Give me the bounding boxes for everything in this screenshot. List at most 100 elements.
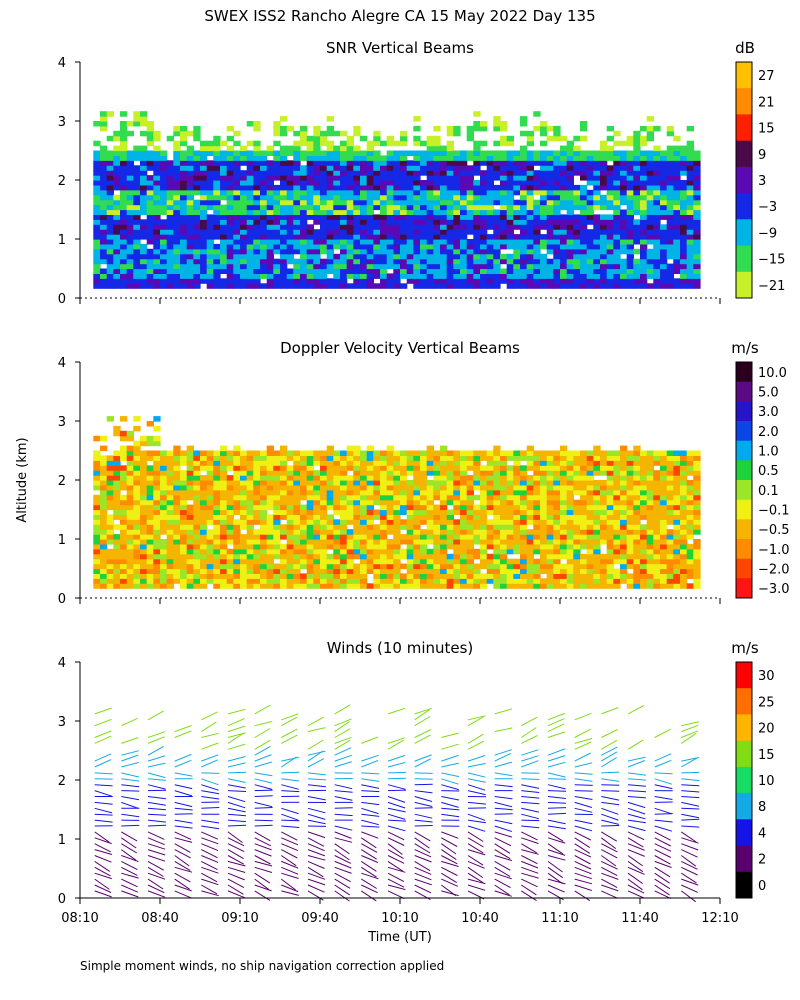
heat-cell bbox=[320, 465, 328, 471]
heat-cell bbox=[460, 480, 468, 486]
heat-cell bbox=[380, 214, 388, 220]
heat-cell bbox=[140, 145, 148, 152]
heat-cell bbox=[166, 489, 174, 496]
heat-cell bbox=[546, 150, 554, 156]
heat-cell bbox=[300, 150, 308, 156]
heat-cell bbox=[686, 180, 694, 186]
heat-cell bbox=[580, 170, 588, 176]
heat-cell bbox=[240, 475, 248, 481]
heat-cell bbox=[126, 514, 134, 520]
heat-cell bbox=[166, 239, 174, 245]
heat-cell bbox=[133, 460, 141, 466]
heat-cell bbox=[213, 268, 221, 274]
heat-cell bbox=[366, 145, 374, 152]
heat-cell bbox=[553, 155, 561, 161]
heat-cell bbox=[473, 273, 481, 279]
heat-cell bbox=[380, 229, 388, 235]
heat-cell bbox=[173, 539, 181, 545]
heat-cell bbox=[260, 150, 268, 156]
heat-cell bbox=[493, 539, 501, 545]
heat-cell bbox=[566, 140, 574, 147]
heat-cell bbox=[600, 283, 608, 289]
heat-cell bbox=[133, 194, 141, 201]
heat-cell bbox=[613, 170, 621, 176]
heat-cell bbox=[533, 568, 541, 574]
heat-cell bbox=[120, 534, 128, 540]
heat-cell bbox=[260, 155, 268, 161]
heat-cell bbox=[466, 524, 474, 530]
heat-cell bbox=[520, 248, 528, 255]
heat-cell bbox=[280, 209, 288, 215]
heat-cell bbox=[386, 214, 394, 220]
heat-cell bbox=[300, 253, 308, 260]
heat-cell bbox=[166, 273, 174, 279]
heat-cell bbox=[100, 553, 108, 560]
heat-cell bbox=[100, 480, 108, 486]
heat-cell bbox=[286, 539, 294, 545]
heat-cell bbox=[600, 460, 608, 466]
heat-cell bbox=[306, 199, 314, 206]
heat-cell bbox=[433, 455, 441, 461]
heat-cell bbox=[213, 189, 221, 196]
heat-cell bbox=[626, 180, 634, 186]
heat-cell bbox=[493, 253, 501, 260]
heat-cell bbox=[433, 184, 441, 191]
heat-cell bbox=[666, 278, 674, 284]
heat-cell bbox=[120, 539, 128, 545]
heat-cell bbox=[240, 243, 248, 250]
heat-cell bbox=[600, 214, 608, 220]
heat-cell bbox=[460, 543, 468, 550]
heat-cell bbox=[380, 180, 388, 186]
heat-cell bbox=[420, 224, 428, 230]
heat-cell bbox=[513, 539, 521, 545]
heat-cell bbox=[493, 234, 501, 240]
heat-cell bbox=[366, 278, 374, 284]
heat-cell bbox=[226, 489, 234, 496]
heat-cell bbox=[493, 125, 501, 132]
heat-cell bbox=[313, 578, 321, 584]
heat-cell bbox=[140, 219, 148, 225]
heat-cell bbox=[260, 263, 268, 270]
heat-cell bbox=[366, 484, 374, 491]
heat-cell bbox=[220, 539, 228, 545]
heat-cell bbox=[440, 519, 448, 525]
heat-cell bbox=[206, 263, 214, 270]
heat-cell bbox=[626, 553, 634, 560]
heat-cell bbox=[626, 204, 634, 211]
heat-cell bbox=[640, 465, 648, 471]
heat-cell bbox=[193, 484, 201, 491]
heat-cell bbox=[613, 583, 621, 589]
heat-cell bbox=[106, 214, 114, 220]
heat-cell bbox=[206, 145, 214, 152]
heat-cell bbox=[513, 155, 521, 161]
heat-cell bbox=[640, 135, 648, 142]
heat-cell bbox=[253, 121, 261, 127]
heat-cell bbox=[146, 524, 154, 530]
heat-cell bbox=[240, 499, 248, 506]
heat-cell bbox=[460, 524, 468, 530]
heat-cell bbox=[680, 283, 688, 289]
heat-cell bbox=[386, 135, 394, 142]
heat-cell bbox=[580, 539, 588, 545]
heat-cell bbox=[180, 135, 188, 142]
heat-cell bbox=[140, 534, 148, 540]
heat-cell bbox=[100, 170, 108, 176]
heat-cell bbox=[313, 489, 321, 496]
heat-cell bbox=[593, 480, 601, 486]
heat-cell bbox=[93, 140, 101, 147]
heat-cell bbox=[113, 430, 121, 437]
heat-cell bbox=[280, 184, 288, 191]
heat-cell bbox=[100, 558, 108, 565]
heat-cell bbox=[153, 475, 161, 481]
heat-cell bbox=[473, 268, 481, 274]
heat-cell bbox=[486, 150, 494, 156]
heat-cell bbox=[153, 263, 161, 270]
heat-cell bbox=[540, 534, 548, 540]
heat-cell bbox=[540, 243, 548, 250]
heat-cell bbox=[313, 194, 321, 201]
heat-cell bbox=[240, 578, 248, 584]
heat-cell bbox=[226, 539, 234, 545]
heat-cell bbox=[233, 204, 241, 211]
heat-cell bbox=[440, 268, 448, 274]
heat-cell bbox=[266, 229, 274, 235]
